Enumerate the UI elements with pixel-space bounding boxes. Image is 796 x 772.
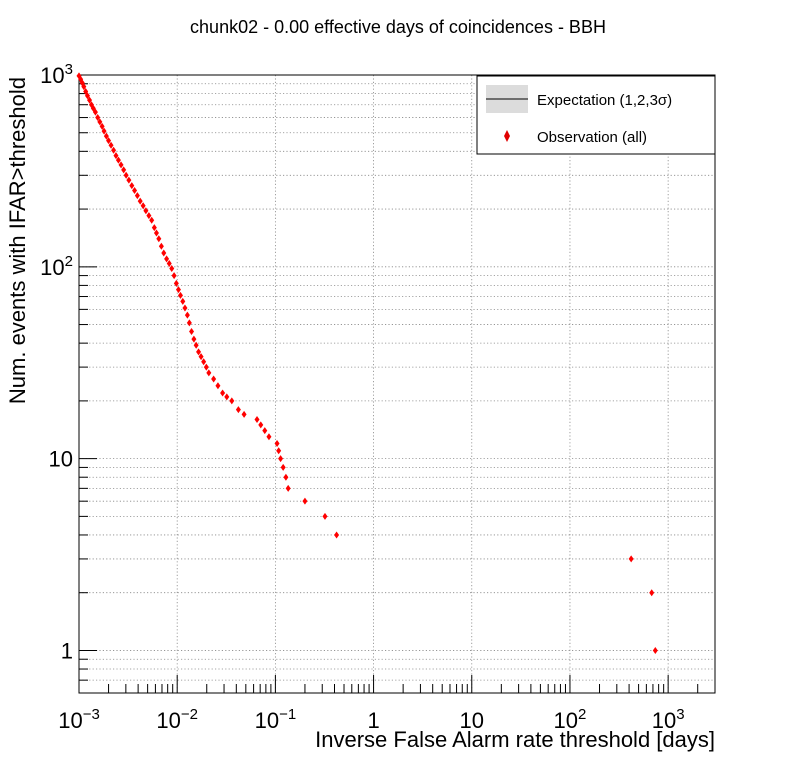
data-point bbox=[140, 202, 146, 210]
plot-frame bbox=[78, 74, 716, 694]
data-point bbox=[177, 291, 183, 299]
data-point bbox=[334, 531, 340, 539]
data-point bbox=[628, 555, 634, 563]
data-point bbox=[173, 279, 179, 287]
data-point bbox=[111, 146, 117, 154]
data-point bbox=[92, 108, 98, 116]
data-point bbox=[258, 421, 264, 429]
data-point bbox=[211, 375, 217, 383]
data-point bbox=[193, 341, 199, 349]
data-point bbox=[129, 182, 135, 190]
data-point bbox=[151, 224, 157, 232]
data-point bbox=[84, 92, 90, 100]
data-point bbox=[280, 463, 286, 471]
x-tick-label: 1 bbox=[367, 708, 379, 733]
data-point bbox=[99, 122, 105, 130]
data-point bbox=[171, 272, 177, 280]
data-point bbox=[182, 304, 188, 312]
data-point bbox=[87, 96, 93, 104]
data-point bbox=[235, 406, 241, 414]
data-point bbox=[101, 127, 107, 135]
observation-markers bbox=[76, 72, 658, 654]
data-point bbox=[224, 393, 230, 401]
data-point bbox=[283, 473, 289, 481]
data-point bbox=[153, 229, 159, 237]
data-point bbox=[191, 335, 197, 343]
data-point bbox=[189, 328, 195, 336]
data-point bbox=[97, 118, 103, 126]
legend-observation-marker bbox=[504, 130, 510, 142]
data-point bbox=[146, 212, 152, 220]
data-point bbox=[103, 132, 109, 140]
y-axis-label: Num. events with IFAR>threshold bbox=[5, 77, 30, 404]
data-point bbox=[229, 397, 235, 405]
data-point bbox=[143, 207, 149, 215]
x-tick-labels: 10−3 10−2 10−1 1 10 102 103 bbox=[58, 706, 684, 733]
x-tick-label: 10−1 bbox=[255, 706, 297, 733]
data-point bbox=[276, 447, 282, 455]
data-point bbox=[652, 646, 658, 654]
data-point bbox=[132, 186, 138, 194]
data-point bbox=[106, 137, 112, 145]
data-point bbox=[220, 389, 226, 397]
legend-observation-label: Observation (all) bbox=[537, 129, 647, 146]
chart-title: chunk02 - 0.00 effective days of coincid… bbox=[190, 17, 606, 37]
data-point bbox=[203, 363, 209, 371]
x-tick-label: 103 bbox=[652, 706, 685, 733]
data-point bbox=[169, 264, 175, 272]
y-tick-label: 1 bbox=[61, 638, 73, 663]
data-point bbox=[166, 260, 172, 268]
data-point bbox=[198, 353, 204, 361]
data-point bbox=[95, 114, 101, 122]
data-point bbox=[278, 455, 284, 463]
data-point bbox=[108, 141, 114, 149]
x-tick-label: 10−2 bbox=[156, 706, 198, 733]
data-point bbox=[175, 286, 181, 294]
data-point bbox=[126, 176, 132, 184]
y-tick-label: 102 bbox=[40, 253, 73, 280]
data-point bbox=[161, 249, 167, 257]
y-tick-labels: 1 10 102 103 bbox=[40, 61, 73, 663]
data-point bbox=[215, 382, 221, 390]
legend-expectation-label: Expectation (1,2,3σ) bbox=[537, 92, 672, 109]
data-point bbox=[186, 319, 192, 327]
x-tick-label: 102 bbox=[554, 706, 587, 733]
data-point bbox=[196, 348, 202, 356]
x-axis-label: Inverse False Alarm rate threshold [days… bbox=[315, 727, 715, 752]
data-point bbox=[81, 83, 87, 91]
x-tick-label: 10 bbox=[460, 708, 484, 733]
data-point bbox=[285, 484, 291, 492]
data-point bbox=[241, 410, 247, 418]
data-point bbox=[649, 589, 655, 597]
data-point bbox=[113, 152, 119, 160]
data-point bbox=[201, 358, 207, 366]
data-point bbox=[184, 311, 190, 319]
data-point bbox=[121, 166, 127, 174]
data-point bbox=[149, 216, 155, 224]
data-point bbox=[180, 297, 186, 305]
data-point bbox=[123, 171, 129, 179]
data-point bbox=[302, 497, 308, 505]
data-point bbox=[137, 197, 143, 205]
data-point bbox=[206, 369, 212, 377]
data-point bbox=[158, 242, 164, 250]
data-point bbox=[266, 433, 272, 441]
data-point bbox=[134, 192, 140, 200]
y-tick-label: 10 bbox=[49, 447, 73, 472]
data-point bbox=[156, 235, 162, 243]
data-point bbox=[262, 427, 268, 435]
data-point bbox=[115, 156, 121, 164]
data-point bbox=[274, 439, 280, 447]
x-tick-label: 10−3 bbox=[58, 706, 100, 733]
data-point bbox=[254, 415, 260, 423]
data-point bbox=[322, 512, 328, 520]
legend: Expectation (1,2,3σ) Observation (all) bbox=[476, 75, 716, 155]
data-point bbox=[118, 161, 124, 169]
data-point bbox=[164, 255, 170, 263]
y-tick-label: 103 bbox=[40, 61, 73, 88]
